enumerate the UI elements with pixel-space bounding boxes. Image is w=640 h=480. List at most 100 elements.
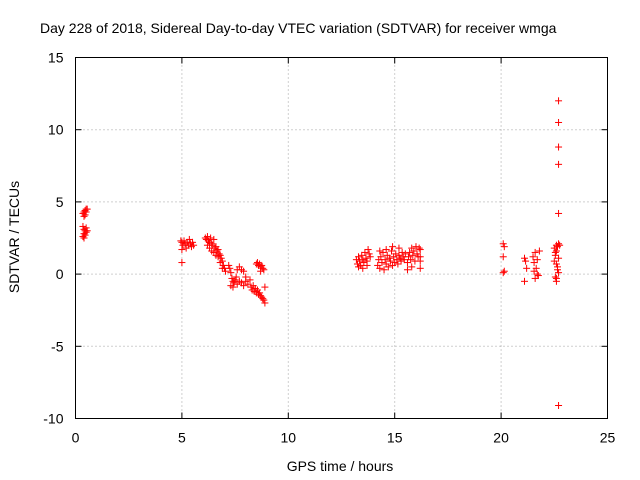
- data-point: [395, 251, 403, 259]
- data-point: [81, 231, 89, 239]
- data-point: [395, 244, 403, 252]
- axis-ticks: [75, 57, 608, 419]
- data-point: [376, 264, 384, 272]
- data-point: [552, 277, 560, 285]
- y-tick-label: -5: [51, 338, 64, 354]
- y-tick-label: 0: [56, 266, 64, 282]
- y-tick-label: 15: [48, 50, 64, 66]
- data-point: [207, 234, 215, 242]
- data-point: [261, 299, 269, 307]
- data-point: [533, 256, 541, 264]
- data-point: [521, 254, 529, 262]
- data-point: [210, 235, 218, 243]
- data-point: [359, 264, 367, 272]
- data-point: [227, 269, 235, 277]
- x-tick-label: 20: [493, 430, 509, 446]
- data-point: [555, 240, 563, 248]
- data-point: [203, 233, 211, 241]
- data-point: [364, 246, 372, 254]
- data-point: [258, 261, 266, 269]
- data-point: [530, 267, 538, 275]
- data-point: [535, 247, 543, 255]
- data-point: [531, 274, 539, 282]
- data-point: [550, 257, 558, 265]
- data-point: [222, 267, 230, 275]
- data-point: [499, 269, 507, 277]
- data-point: [359, 256, 367, 264]
- x-tick-label: 0: [72, 430, 80, 446]
- data-point: [82, 208, 90, 216]
- data-point: [185, 235, 193, 243]
- data-point: [394, 260, 402, 268]
- x-tick-labels: 0 5 10 15 20 25: [72, 430, 616, 446]
- data-point: [555, 118, 563, 126]
- data-point: [261, 283, 269, 291]
- data-point: [553, 266, 561, 274]
- data-point: [534, 272, 542, 280]
- data-point: [555, 402, 563, 410]
- data-point: [398, 248, 406, 256]
- y-tick-label: -10: [43, 411, 63, 427]
- data-point: [246, 276, 254, 284]
- data-point: [529, 253, 537, 261]
- x-tick-label: 5: [178, 430, 186, 446]
- data-point: [83, 227, 91, 235]
- data-point: [379, 248, 387, 256]
- data-point: [231, 276, 239, 284]
- data-point: [225, 261, 233, 269]
- data-point: [214, 253, 222, 261]
- data-point: [500, 267, 508, 275]
- data-point: [215, 250, 223, 258]
- y-axis-label: SDTVAR / TECUs: [6, 181, 22, 293]
- data-point: [79, 222, 87, 230]
- data-point: [500, 243, 508, 251]
- data-point: [178, 259, 186, 267]
- data-point: [499, 240, 507, 248]
- data-point: [389, 243, 397, 251]
- data-point: [410, 247, 418, 255]
- data-point: [556, 241, 564, 249]
- data-point: [397, 257, 405, 265]
- data-point: [551, 251, 559, 259]
- grid-lines: [75, 57, 608, 419]
- data-point: [407, 256, 415, 264]
- data-point: [393, 256, 401, 264]
- data-point: [555, 160, 563, 168]
- data-point: [416, 253, 424, 261]
- data-point: [386, 257, 394, 265]
- data-point: [382, 246, 390, 254]
- data-point: [214, 246, 222, 254]
- data-point: [392, 250, 400, 258]
- data-point: [555, 269, 563, 277]
- data-point: [360, 259, 368, 267]
- data-point: [217, 254, 225, 262]
- data-point: [521, 277, 529, 285]
- data-point: [358, 251, 366, 259]
- data-point: [413, 250, 421, 258]
- data-point: [555, 209, 563, 217]
- data-point: [416, 264, 424, 272]
- data-point: [190, 241, 198, 249]
- data-point: [552, 247, 560, 255]
- data-point: [401, 250, 409, 258]
- data-point: [229, 283, 237, 291]
- data-point: [409, 251, 417, 259]
- data-point: [232, 273, 240, 281]
- data-point: [416, 246, 424, 254]
- data-point: [388, 247, 396, 255]
- data-point: [415, 244, 423, 252]
- data-point: [80, 212, 88, 220]
- data-point: [412, 243, 420, 251]
- data-point: [396, 254, 404, 262]
- data-point: [180, 237, 188, 245]
- y-tick-label: 10: [48, 122, 64, 138]
- data-point: [256, 289, 264, 297]
- data-point: [218, 264, 226, 272]
- data-point: [551, 273, 559, 281]
- data-point: [230, 279, 238, 287]
- data-point: [189, 238, 197, 246]
- data-points: [79, 97, 564, 410]
- data-point: [362, 254, 370, 262]
- data-point: [523, 264, 531, 272]
- data-point: [356, 257, 364, 265]
